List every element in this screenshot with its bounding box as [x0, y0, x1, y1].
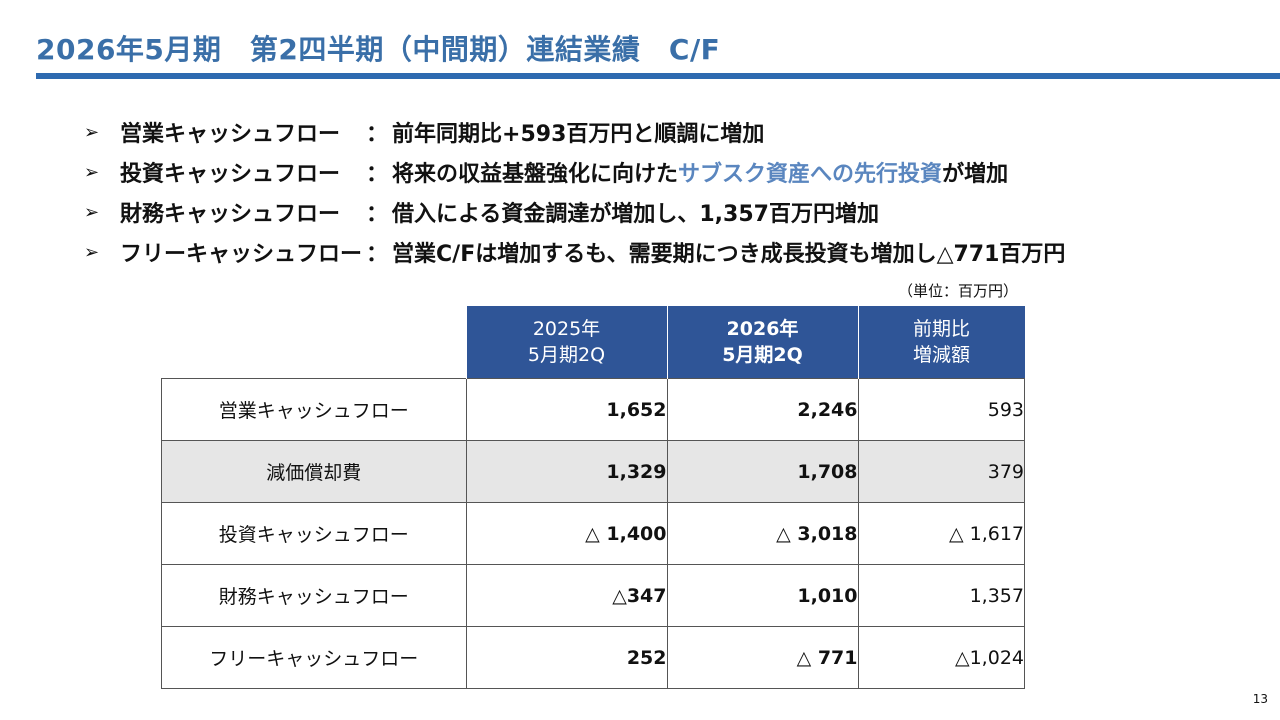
bullet-colon: ： — [366, 162, 389, 187]
row-label: フリーキャッシュフロー — [161, 626, 467, 689]
cell-2026: 1,708 — [666, 440, 859, 503]
cell-2025: 1,329 — [465, 440, 668, 503]
page-title: 2026年5月期 第2四半期（中間期）連結業績 C/F — [36, 33, 721, 66]
cell-2025: △347 — [465, 564, 668, 627]
bullet-operating-cf: ➢ 営業キャッシュフロー ： 前年同期比+593百万円と順調に増加 — [84, 112, 1274, 152]
title-rule — [36, 73, 1280, 79]
bullet-highlight-text: サブスク資産への先行投資 — [678, 162, 943, 187]
table-row: 投資キャッシュフロー △ 1,400 △ 3,018 △ 1,617 — [161, 502, 1025, 565]
bullet-colon: ： — [366, 122, 389, 147]
bullet-text: 営業C/Fは増加するも、需要期につき成長投資も増加し△771百万円 — [392, 242, 1066, 267]
header-year: 2026年 — [726, 318, 799, 340]
header-year: 2025年 — [532, 318, 601, 340]
bullet-text: 将来の収益基盤強化に向けた — [392, 162, 679, 187]
header-period: 5月期2Q — [527, 344, 606, 366]
bullet-label: 営業キャッシュフロー — [120, 122, 363, 147]
table-row: 財務キャッシュフロー △347 1,010 1,357 — [161, 564, 1025, 627]
cell-diff: △1,024 — [857, 626, 1025, 689]
cell-2025: 1,652 — [465, 378, 668, 441]
table-row: フリーキャッシュフロー 252 △ 771 △1,024 — [161, 626, 1025, 689]
table-header-row: 2025年 5月期2Q 2026年 5月期2Q 前期比増減額 — [161, 306, 1025, 379]
bullet-colon: ： — [366, 202, 389, 227]
bullet-text: 前年同期比+593百万円と順調に増加 — [392, 122, 765, 147]
table-row: 営業キャッシュフロー 1,652 2,246 593 — [161, 378, 1025, 441]
row-label: 減価償却費 — [161, 440, 467, 503]
cell-diff: 593 — [857, 378, 1025, 441]
row-label: 投資キャッシュフロー — [161, 502, 467, 565]
bullet-text-suffix: が増加 — [942, 162, 1009, 187]
cell-2025: △ 1,400 — [465, 502, 668, 565]
bullet-list: ➢ 営業キャッシュフロー ： 前年同期比+593百万円と順調に増加 ➢ 投資キャ… — [84, 112, 1274, 272]
cell-diff: △ 1,617 — [857, 502, 1025, 565]
arrow-bullet-icon: ➢ — [84, 241, 100, 263]
unit-note: （単位：百万円） — [898, 282, 1019, 300]
bullet-free-cf: ➢ フリーキャッシュフロー ： 営業C/Fは増加するも、需要期につき成長投資も増… — [84, 232, 1274, 272]
row-label: 財務キャッシュフロー — [161, 564, 467, 627]
cell-diff: 379 — [857, 440, 1025, 503]
table-header-2025: 2025年 5月期2Q — [465, 306, 667, 379]
bullet-label: 財務キャッシュフロー — [120, 202, 363, 227]
header-diff-line1: 前期比 — [912, 318, 970, 340]
row-label: 営業キャッシュフロー — [161, 378, 467, 441]
page-number: 13 — [1252, 692, 1268, 706]
cell-diff: 1,357 — [857, 564, 1025, 627]
table-header-blank — [161, 306, 466, 379]
cash-flow-table: 2025年 5月期2Q 2026年 5月期2Q 前期比増減額 営業キャッシュフロー … — [161, 306, 1025, 689]
bullet-label: 投資キャッシュフロー — [120, 162, 363, 187]
table-header-diff: 前期比 増減額 — [857, 306, 1025, 379]
arrow-bullet-icon: ➢ — [84, 201, 100, 223]
bullet-text: 借入による資金調達が増加し、1,357百万円増加 — [392, 202, 879, 227]
bullet-financing-cf: ➢ 財務キャッシュフロー ： 借入による資金調達が増加し、1,357百万円増加 — [84, 192, 1274, 232]
arrow-bullet-icon: ➢ — [84, 121, 100, 143]
table-row: 減価償却費 1,329 1,708 379 — [161, 440, 1025, 503]
header-diff-line2: 増減額 — [912, 344, 970, 366]
cell-2026: 1,010 — [666, 564, 859, 627]
bullet-label: フリーキャッシュフロー — [120, 242, 363, 267]
cell-2026: 2,246 — [666, 378, 859, 441]
cell-2025: 252 — [465, 626, 668, 689]
table-header-2026: 2026年 5月期2Q — [666, 306, 858, 379]
cell-2026: △ 3,018 — [666, 502, 859, 565]
bullet-colon: ： — [366, 242, 389, 267]
header-period: 5月期2Q — [722, 344, 803, 366]
arrow-bullet-icon: ➢ — [84, 161, 100, 183]
bullet-investing-cf: ➢ 投資キャッシュフロー ： 将来の収益基盤強化に向けた サブスク資産への先行投資… — [84, 152, 1274, 192]
cell-2026: △ 771 — [666, 626, 859, 689]
